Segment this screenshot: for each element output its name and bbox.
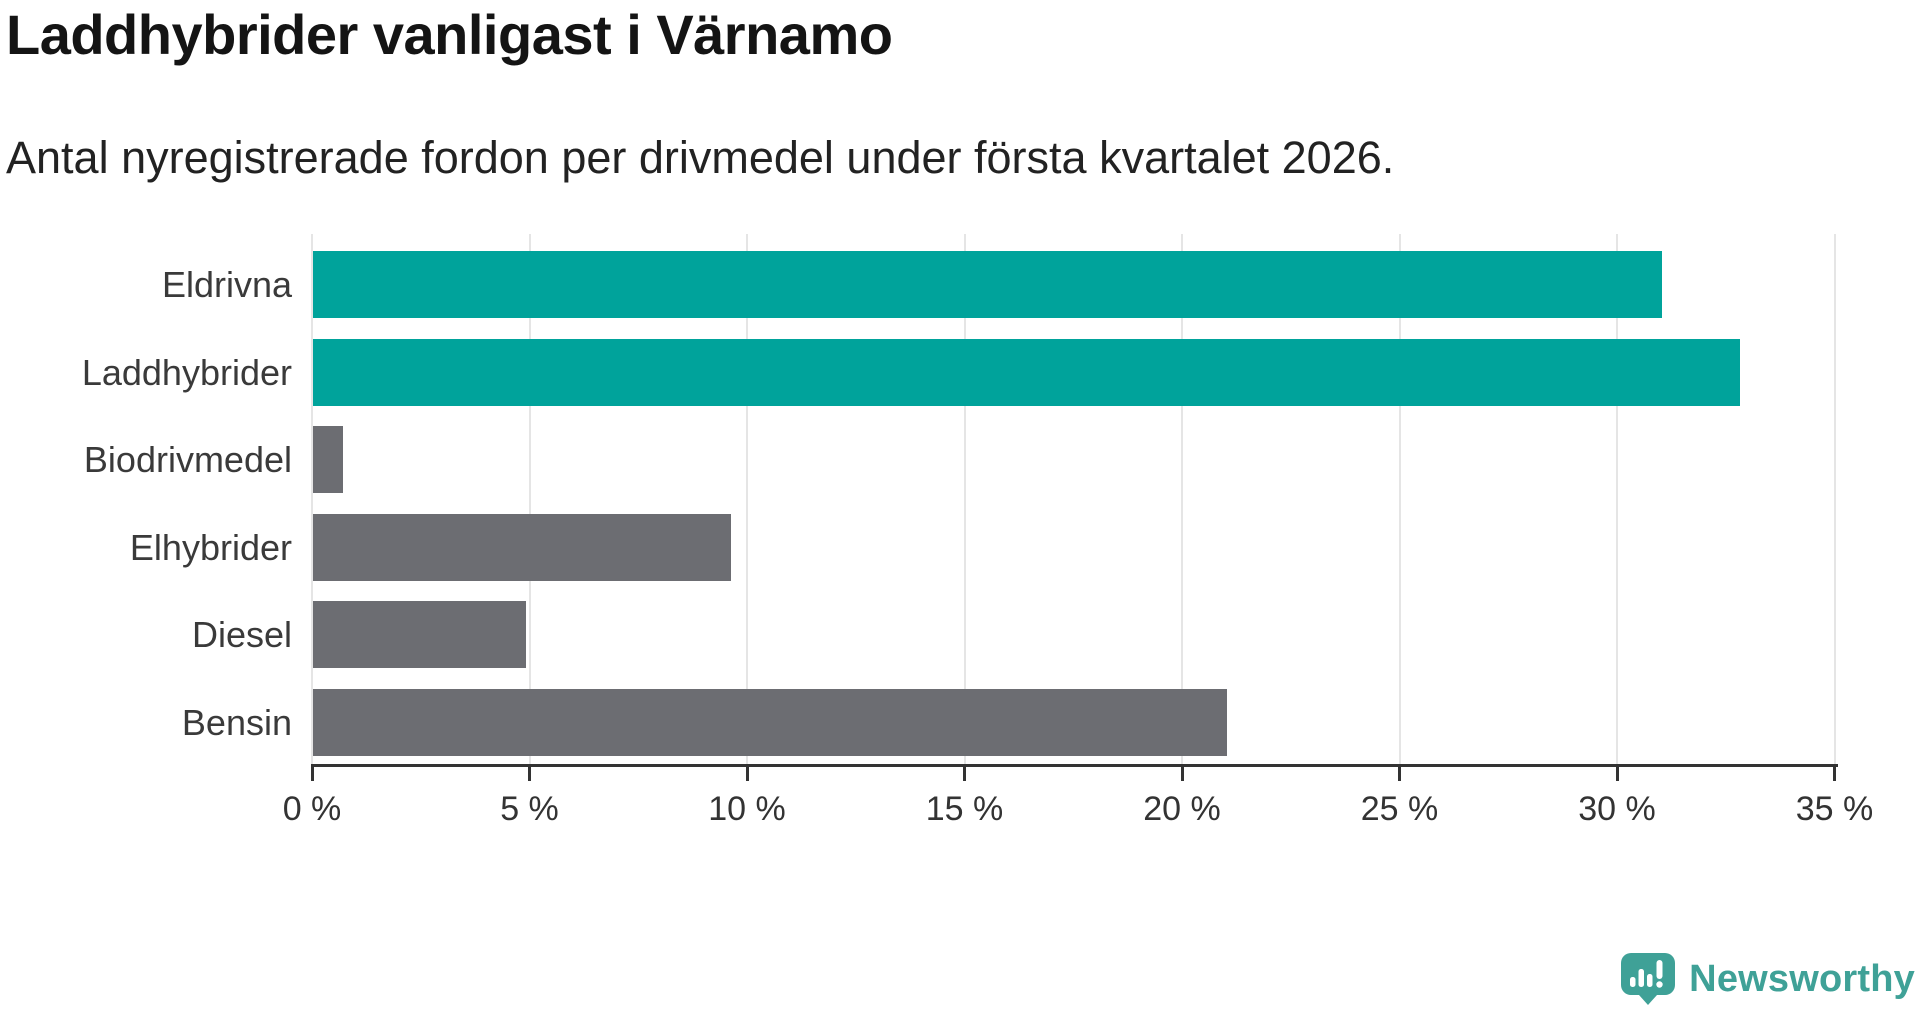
- gridline-30-percent: [1616, 234, 1618, 764]
- x-axis-tick-label-15-percent: 15 %: [925, 790, 1004, 828]
- gridline-10-percent: [746, 234, 748, 764]
- gridline-20-percent: [1181, 234, 1183, 764]
- gridline-5-percent: [528, 234, 531, 764]
- chart-title: Laddhybrider vanligast i Värnamo: [6, 3, 893, 66]
- gridline-35-percent: [1833, 234, 1836, 764]
- x-axis-tick-0-percent: [310, 767, 314, 781]
- chart-subtitle: Antal nyregistrerade fordon per drivmede…: [6, 132, 1395, 183]
- newsworthy-logo-text: Newsworthy: [1689, 957, 1915, 1000]
- category-label-laddhybrider: Laddhybrider: [81, 351, 292, 393]
- x-axis-tick-label-35-percent: 35 %: [1795, 790, 1874, 828]
- x-axis-tick-label-25-percent: 25 %: [1360, 790, 1439, 828]
- x-axis-tick-label-0-percent: 0 %: [282, 790, 342, 828]
- gridline-25-percent: [1398, 234, 1401, 764]
- x-axis-tick-25-percent: [1398, 767, 1401, 781]
- x-axis-tick-20-percent: [1180, 767, 1184, 781]
- gridline-0-percent: [311, 234, 313, 764]
- gridline-15-percent: [963, 234, 966, 764]
- x-axis-line: [311, 764, 1838, 767]
- category-label-bensin: Bensin: [181, 701, 292, 743]
- newsworthy-icon: [1621, 953, 1676, 1005]
- x-axis-tick-30-percent: [1615, 767, 1619, 781]
- x-axis-tick-label-10-percent: 10 %: [708, 790, 786, 828]
- category-label-elhybrider: Elhybrider: [129, 526, 292, 568]
- bar-biodrivmedel: [313, 426, 344, 493]
- x-axis-tick-label-30-percent: 30 %: [1578, 790, 1656, 828]
- category-label-eldrivna: Eldrivna: [161, 264, 292, 305]
- bar-eldrivna: [313, 251, 1662, 318]
- x-axis-tick-15-percent: [963, 767, 966, 781]
- bar-bensin: [313, 688, 1227, 756]
- x-axis-tick-35-percent: [1833, 767, 1836, 781]
- x-axis-tick-5-percent: [528, 767, 531, 781]
- x-axis-tick-label-20-percent: 20 %: [1143, 790, 1221, 828]
- category-label-biodrivmedel: Biodrivmedel: [83, 439, 292, 480]
- newsworthy-logo: Newsworthy: [1621, 953, 1915, 1005]
- bar-diesel: [313, 601, 527, 668]
- x-axis-tick-10-percent: [745, 767, 749, 781]
- category-label-diesel: Diesel: [191, 614, 292, 655]
- bar-elhybrider: [313, 513, 731, 581]
- x-axis-tick-label-5-percent: 5 %: [500, 790, 559, 828]
- bar-laddhybrider: [313, 338, 1740, 406]
